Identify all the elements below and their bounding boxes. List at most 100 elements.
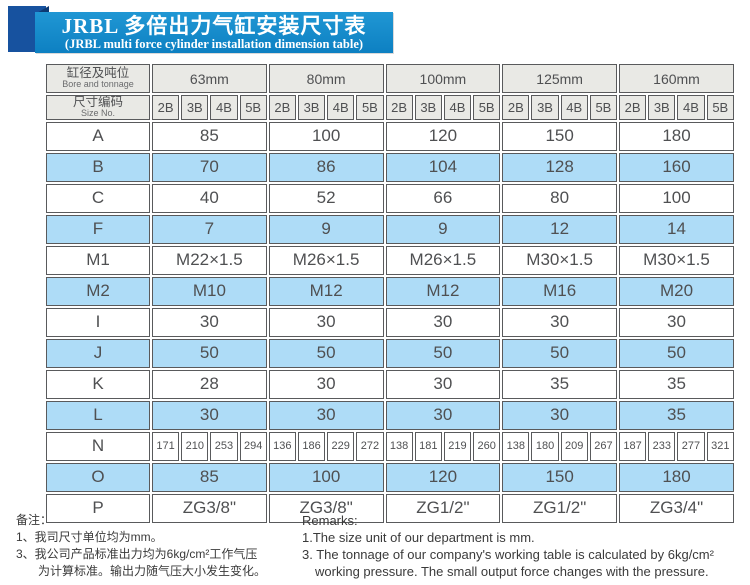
size-code-80mm-4B: 4B: [327, 95, 355, 120]
cell-N-14: 209: [560, 431, 588, 461]
cell-P-160mm: ZG3/4": [619, 493, 734, 523]
cell-C-80mm: 52: [268, 183, 384, 213]
row-label-P: P: [46, 493, 150, 523]
cell-F-63mm: 7: [152, 214, 267, 244]
size-code-63mm-2B: 2B: [152, 95, 180, 120]
dimension-row-F: F 7 9 9 12 14: [46, 214, 734, 244]
cell-J-160mm: 50: [619, 338, 734, 368]
cell-N-15: 267: [589, 431, 617, 461]
cell-A-125mm: 150: [502, 121, 617, 151]
cell-A-63mm: 85: [152, 121, 267, 151]
cell-M2-63mm: M10: [152, 276, 267, 306]
row-label-C: C: [46, 183, 150, 213]
cell-N-5: 186: [297, 431, 326, 461]
cell-B-160mm: 160: [619, 152, 734, 182]
cell-M2-80mm: M12: [268, 276, 384, 306]
cell-L-100mm: 30: [385, 400, 501, 430]
dimension-table: 缸径及吨位 Bore and tonnage 63mm 80mm 100mm 1…: [44, 62, 736, 525]
dimension-row-M1: M1 M22×1.5 M26×1.5 M26×1.5 M30×1.5 M30×1.5: [46, 245, 734, 275]
row-label-M2: M2: [46, 276, 150, 306]
size-code-125mm-5B: 5B: [589, 95, 617, 120]
size-no-label-zh: 尺寸编码: [72, 95, 123, 109]
cell-N-6: 229: [327, 431, 355, 461]
cell-F-80mm: 9: [268, 214, 384, 244]
cell-O-125mm: 150: [502, 462, 617, 492]
dimension-row-P: P ZG3/8" ZG3/8" ZG1/2" ZG1/2" ZG3/4": [46, 493, 734, 523]
size-code-header-row: 尺寸编码 Size No. 2B 3B 4B 5B 2B 3B 4B 5B 2B 3B 4B 5B 2B…: [46, 95, 734, 120]
size-code-125mm-2B: 2B: [502, 95, 530, 120]
cell-O-100mm: 120: [385, 462, 501, 492]
cell-N-7: 272: [356, 431, 384, 461]
cell-I-100mm: 30: [385, 307, 501, 337]
dimension-row-N: N 171 210 253 294 136 186 229 272 138 181 219 260 138…: [46, 431, 734, 461]
row-label-L: L: [46, 400, 150, 430]
cell-J-100mm: 50: [385, 338, 501, 368]
notes-zh: 备注： 1、我司尺寸单位均为mm。 3、我公司产品标准出力均为6kg/cm²工作…: [16, 512, 302, 580]
row-label-A: A: [46, 121, 150, 151]
cell-M1-125mm: M30×1.5: [502, 245, 617, 275]
cell-A-160mm: 180: [619, 121, 734, 151]
cell-L-125mm: 30: [502, 400, 617, 430]
cell-N-19: 321: [706, 431, 734, 461]
cell-I-63mm: 30: [152, 307, 267, 337]
cell-N-11: 260: [473, 431, 501, 461]
row-label-F: F: [46, 214, 150, 244]
cell-N-10: 219: [443, 431, 472, 461]
cell-M2-160mm: M20: [619, 276, 734, 306]
cell-N-1: 210: [181, 431, 209, 461]
page-subtitle: (JRBL multi force cylinder installation …: [64, 36, 364, 51]
cell-N-3: 294: [239, 431, 267, 461]
cell-N-17: 233: [648, 431, 676, 461]
size-code-100mm-3B: 3B: [414, 95, 442, 120]
page-title: JRBL 多倍出力气缸安装尺寸表: [61, 13, 367, 38]
cell-B-100mm: 104: [385, 152, 501, 182]
bore-160mm: 160mm: [619, 64, 734, 93]
notes-en: Remarks: 1.The size unit of our departme…: [302, 512, 742, 580]
bore-125mm: 125mm: [502, 64, 617, 93]
cell-C-100mm: 66: [385, 183, 501, 213]
cell-N-4: 136: [268, 431, 296, 461]
size-code-63mm-4B: 4B: [210, 95, 238, 120]
cell-J-63mm: 50: [152, 338, 267, 368]
cell-N-2: 253: [210, 431, 238, 461]
cell-O-160mm: 180: [619, 462, 734, 492]
cell-P-80mm: ZG3/8": [268, 493, 384, 523]
bore-80mm: 80mm: [268, 64, 384, 93]
size-code-63mm-3B: 3B: [181, 95, 209, 120]
cell-P-63mm: ZG3/8": [152, 493, 267, 523]
cell-B-63mm: 70: [152, 152, 267, 182]
notes-zh-title: 备注：: [16, 513, 53, 527]
cell-L-80mm: 30: [268, 400, 384, 430]
size-code-160mm-3B: 3B: [648, 95, 676, 120]
cell-N-0: 171: [152, 431, 180, 461]
cell-I-160mm: 30: [619, 307, 734, 337]
cell-F-100mm: 9: [385, 214, 501, 244]
cell-M2-125mm: M16: [502, 276, 617, 306]
notes-en-title: Remarks:: [302, 513, 358, 528]
bore-100mm: 100mm: [385, 64, 501, 93]
cell-M1-160mm: M30×1.5: [619, 245, 734, 275]
cell-N-16: 187: [619, 431, 647, 461]
dimension-row-J: J 50 50 50 50 50: [46, 338, 734, 368]
cell-F-125mm: 12: [502, 214, 617, 244]
size-code-160mm-2B: 2B: [619, 95, 647, 120]
cell-N-8: 138: [385, 431, 413, 461]
dimension-row-K: K 28 30 30 35 35: [46, 369, 734, 399]
cell-C-160mm: 100: [619, 183, 734, 213]
dimension-row-M2: M2 M10 M12 M12 M16 M20: [46, 276, 734, 306]
row-label-M1: M1: [46, 245, 150, 275]
cell-O-63mm: 85: [152, 462, 267, 492]
cell-P-125mm: ZG1/2": [502, 493, 617, 523]
row-label-N: N: [46, 431, 150, 461]
bore-tonnage-header: 缸径及吨位 Bore and tonnage: [46, 64, 150, 93]
notes-en-line3: working pressure. The small output force…: [315, 564, 709, 579]
size-no-label-en: Size No.: [80, 108, 115, 119]
dimension-row-B: B 70 86 104 128 160: [46, 152, 734, 182]
cell-A-80mm: 100: [268, 121, 384, 151]
size-code-100mm-2B: 2B: [385, 95, 413, 120]
size-code-100mm-5B: 5B: [473, 95, 501, 120]
banner-ribbon-fold-icon: [35, 6, 49, 14]
notes-zh-line1: 1、我司尺寸单位均为mm。: [16, 530, 163, 544]
size-code-160mm-4B: 4B: [677, 95, 705, 120]
cell-I-125mm: 30: [502, 307, 617, 337]
